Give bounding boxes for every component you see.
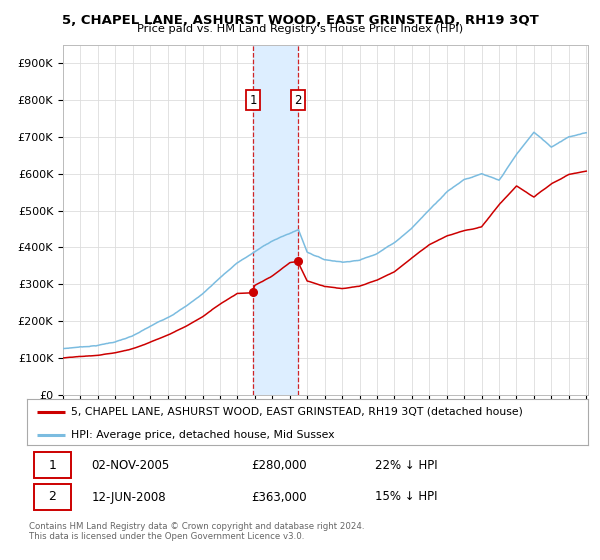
Text: 15% ↓ HPI: 15% ↓ HPI — [375, 491, 437, 503]
Text: HPI: Average price, detached house, Mid Sussex: HPI: Average price, detached house, Mid … — [71, 430, 334, 440]
Text: 22% ↓ HPI: 22% ↓ HPI — [375, 459, 437, 472]
Text: 02-NOV-2005: 02-NOV-2005 — [92, 459, 170, 472]
Text: 1: 1 — [49, 459, 56, 472]
Text: 5, CHAPEL LANE, ASHURST WOOD, EAST GRINSTEAD, RH19 3QT (detached house): 5, CHAPEL LANE, ASHURST WOOD, EAST GRINS… — [71, 407, 523, 417]
Text: 2: 2 — [49, 491, 56, 503]
Text: Price paid vs. HM Land Registry's House Price Index (HPI): Price paid vs. HM Land Registry's House … — [137, 24, 463, 34]
Text: 5, CHAPEL LANE, ASHURST WOOD, EAST GRINSTEAD, RH19 3QT: 5, CHAPEL LANE, ASHURST WOOD, EAST GRINS… — [62, 14, 538, 27]
FancyBboxPatch shape — [34, 452, 71, 478]
Text: £280,000: £280,000 — [251, 459, 307, 472]
Text: 2: 2 — [294, 94, 301, 106]
Text: 1: 1 — [250, 94, 257, 106]
Bar — [253, 45, 298, 395]
Text: £363,000: £363,000 — [251, 491, 307, 503]
FancyBboxPatch shape — [34, 484, 71, 510]
Text: 12-JUN-2008: 12-JUN-2008 — [92, 491, 166, 503]
Text: Contains HM Land Registry data © Crown copyright and database right 2024.
This d: Contains HM Land Registry data © Crown c… — [29, 522, 364, 542]
